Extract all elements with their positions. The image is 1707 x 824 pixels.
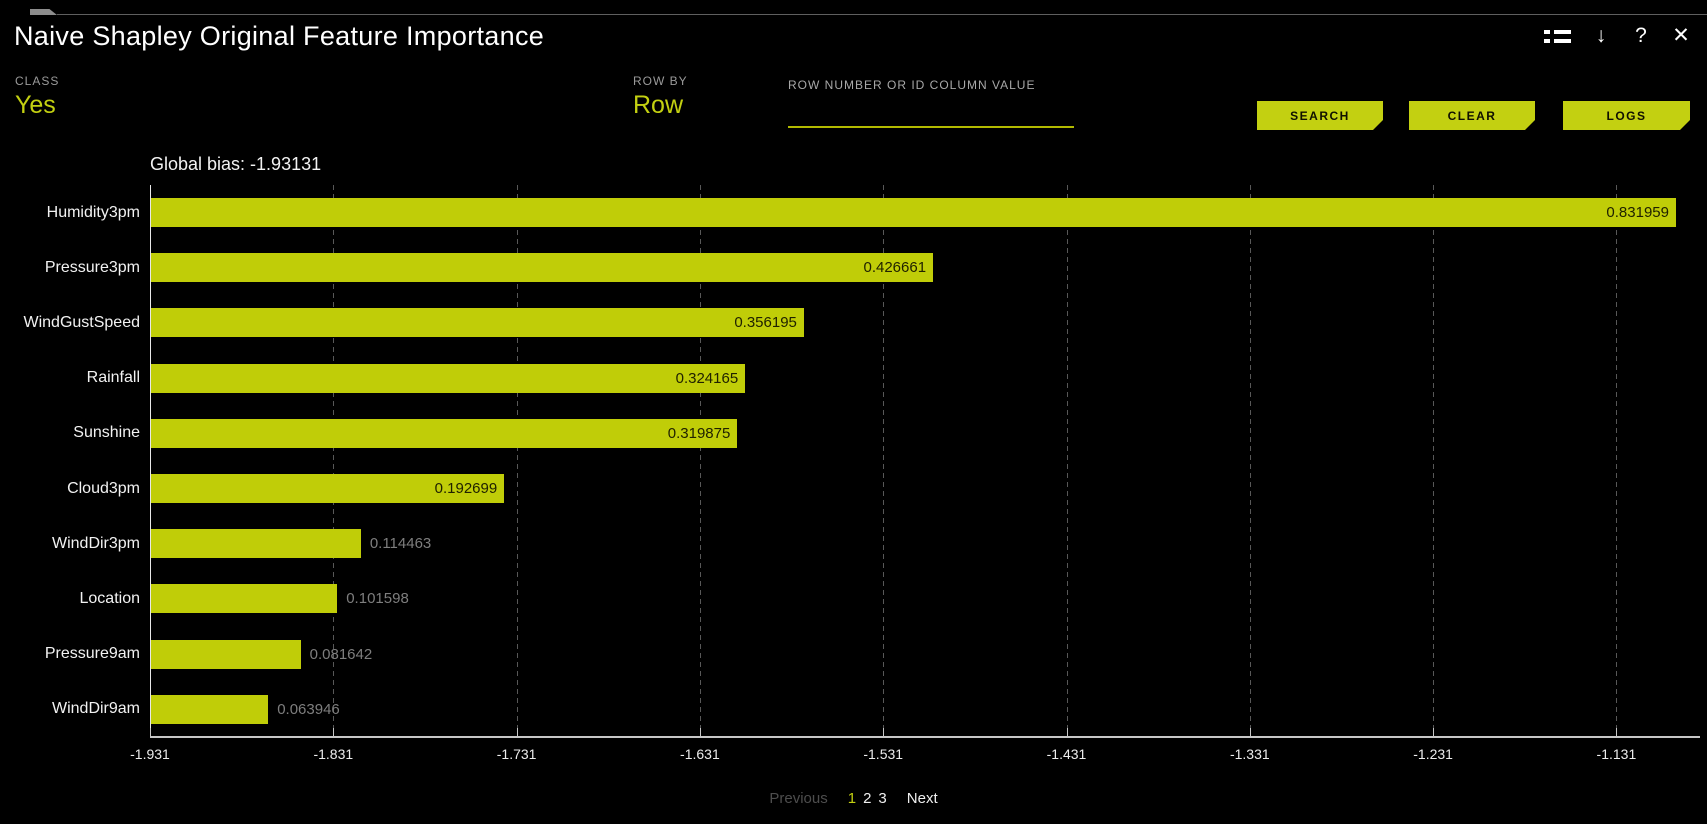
y-axis-line bbox=[150, 185, 151, 737]
global-bias-title: Global bias: -1.93131 bbox=[150, 154, 322, 174]
feature-label: WindGustSpeed bbox=[23, 313, 140, 331]
feature-label: Rainfall bbox=[86, 369, 140, 387]
bar-value: 0.063946 bbox=[277, 700, 340, 718]
row-by-label: ROW BY bbox=[633, 74, 688, 88]
importance-bar[interactable]: 0.192699 bbox=[151, 473, 505, 503]
importance-bar[interactable]: 0.831959 bbox=[151, 198, 1676, 227]
x-axis-tick bbox=[699, 728, 701, 736]
bar-row: 0.356195 bbox=[150, 295, 1700, 350]
x-axis-line bbox=[150, 736, 1700, 738]
row-search-input[interactable] bbox=[788, 104, 1074, 128]
feature-importance-chart: 0.831959 0.426661 0.356195 0.324165 0.319875… bbox=[150, 185, 1700, 737]
search-button[interactable]: SEARCH bbox=[1257, 101, 1383, 130]
importance-bar[interactable]: 0.324165 bbox=[151, 363, 746, 393]
x-axis-tick-label: -1.931 bbox=[130, 746, 170, 762]
gridline bbox=[1066, 185, 1068, 737]
x-axis-tick bbox=[1249, 728, 1251, 736]
clear-button[interactable]: CLEAR bbox=[1409, 101, 1535, 130]
bar-row: 0.319875 bbox=[150, 406, 1700, 461]
row-by-selector[interactable]: ROW BY Row bbox=[633, 74, 688, 120]
x-axis-tick-label: -1.631 bbox=[680, 746, 720, 762]
x-axis-tick bbox=[150, 728, 151, 736]
bar-value: 0.101598 bbox=[346, 590, 409, 608]
importance-bar[interactable] bbox=[151, 694, 269, 724]
feature-label: WindDir3pm bbox=[51, 534, 140, 552]
page-number-1[interactable]: 1 bbox=[847, 790, 857, 807]
page-title: Naive Shapley Original Feature Importanc… bbox=[14, 21, 545, 51]
importance-bar[interactable]: 0.356195 bbox=[151, 308, 804, 338]
bar-value: 0.319875 bbox=[667, 424, 731, 442]
download-icon[interactable]: ↓ bbox=[1595, 24, 1607, 47]
x-axis-tick bbox=[883, 728, 885, 736]
feature-label: WindDir9am bbox=[51, 700, 140, 718]
feature-label: Humidity3pm bbox=[46, 203, 140, 221]
bar-value: 0.324165 bbox=[675, 369, 739, 387]
window-toolbar: ↓ ? ✕ bbox=[1544, 25, 1691, 47]
x-axis-tick-label: -1.531 bbox=[863, 746, 904, 762]
x-axis-tick bbox=[516, 728, 518, 736]
x-axis-tick-label: -1.431 bbox=[1046, 746, 1087, 762]
filter-list-icon[interactable] bbox=[1544, 25, 1571, 47]
class-label: CLASS bbox=[15, 74, 60, 88]
bar-value: 0.192699 bbox=[434, 479, 498, 497]
bar-row: 0.831959 bbox=[150, 185, 1700, 240]
bar-row: 0.081642 bbox=[150, 627, 1700, 682]
feature-label: Location bbox=[79, 589, 141, 607]
feature-label: Pressure9am bbox=[44, 645, 140, 663]
bar-value: 0.356195 bbox=[734, 314, 797, 332]
bar-row: 0.426661 bbox=[150, 240, 1700, 295]
feature-label: Cloud3pm bbox=[67, 479, 140, 497]
importance-bar[interactable]: 0.319875 bbox=[151, 418, 738, 448]
x-axis-tick bbox=[1616, 728, 1618, 736]
class-value[interactable]: Yes bbox=[15, 91, 56, 119]
bar-row: 0.101598 bbox=[150, 571, 1700, 626]
bar-value: 0.831959 bbox=[1606, 204, 1669, 221]
importance-bar[interactable] bbox=[151, 584, 338, 614]
gridline bbox=[1433, 185, 1435, 737]
importance-bar[interactable] bbox=[151, 639, 301, 669]
bar-value: 0.114463 bbox=[369, 535, 432, 553]
class-selector[interactable]: CLASS Yes bbox=[15, 74, 59, 120]
bar-row: 0.192699 bbox=[150, 461, 1700, 516]
x-axis-tick bbox=[1433, 728, 1435, 736]
feature-label: Sunshine bbox=[73, 424, 140, 442]
gridline bbox=[1616, 185, 1618, 737]
next-page-button[interactable]: Next bbox=[906, 790, 938, 807]
importance-bar[interactable] bbox=[151, 529, 361, 559]
close-icon[interactable]: ✕ bbox=[1672, 24, 1690, 47]
help-icon[interactable]: ? bbox=[1635, 24, 1647, 47]
feature-label: Pressure3pm bbox=[44, 258, 140, 276]
previous-page-button[interactable]: Previous bbox=[769, 790, 828, 807]
gridline bbox=[333, 185, 335, 737]
window-top-divider bbox=[57, 14, 1707, 15]
row-search-field-group: ROW NUMBER OR ID COLUMN VALUE bbox=[788, 78, 1074, 128]
bar-row: 0.114463 bbox=[150, 516, 1700, 571]
page-number-3[interactable]: 3 bbox=[878, 790, 887, 807]
x-axis-tick-label: -1.731 bbox=[496, 746, 537, 762]
gridline bbox=[883, 185, 885, 737]
row-search-label: ROW NUMBER OR ID COLUMN VALUE bbox=[788, 78, 1036, 92]
window-tab-notch bbox=[30, 9, 57, 15]
logs-button[interactable]: LOGS bbox=[1563, 101, 1690, 130]
gridline bbox=[516, 185, 518, 737]
x-axis-tick bbox=[1066, 728, 1068, 736]
row-by-value[interactable]: Row bbox=[633, 91, 684, 119]
chart-y-axis-labels: Humidity3pm Pressure3pm WindGustSpeed Rainf… bbox=[0, 185, 140, 737]
x-axis-tick-label: -1.831 bbox=[313, 746, 354, 762]
x-axis-tick-label: -1.331 bbox=[1229, 746, 1270, 762]
bar-value: 0.081642 bbox=[309, 645, 373, 663]
page-number-2[interactable]: 2 bbox=[863, 790, 872, 807]
gridline bbox=[1249, 185, 1251, 737]
x-axis-tick-label: -1.131 bbox=[1596, 746, 1637, 762]
bar-row: 0.324165 bbox=[150, 351, 1700, 406]
importance-bar[interactable]: 0.426661 bbox=[151, 253, 934, 283]
bar-value: 0.426661 bbox=[863, 259, 927, 277]
x-axis-tick-label: -1.231 bbox=[1413, 746, 1453, 762]
bar-row: 0.063946 bbox=[150, 682, 1700, 737]
x-axis-tick bbox=[333, 728, 335, 736]
gridline bbox=[699, 185, 701, 737]
